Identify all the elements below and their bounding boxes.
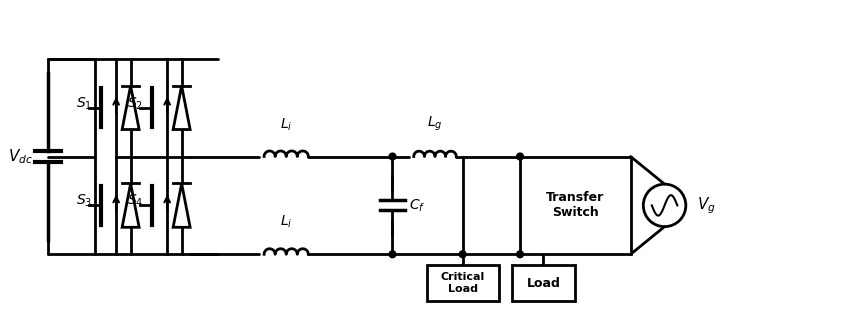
Text: $L_i$: $L_i$ (279, 214, 292, 230)
Circle shape (389, 251, 395, 258)
Circle shape (516, 251, 523, 258)
Text: Transfer
Switch: Transfer Switch (545, 191, 604, 219)
Text: $V_g$: $V_g$ (696, 195, 715, 216)
Bar (426, 265, 498, 301)
Circle shape (516, 153, 523, 160)
Text: $S_3$: $S_3$ (76, 193, 92, 209)
Text: $L_i$: $L_i$ (279, 116, 292, 133)
Text: Critical
Load: Critical Load (440, 272, 484, 294)
Bar (511, 265, 574, 301)
Text: Load: Load (526, 277, 560, 290)
Circle shape (458, 251, 465, 258)
Bar (520, 156, 630, 254)
Text: $V_{dc}$: $V_{dc}$ (9, 147, 33, 166)
Text: $S_4$: $S_4$ (127, 193, 143, 209)
Text: $L_g$: $L_g$ (427, 114, 442, 133)
Text: $S_1$: $S_1$ (76, 95, 92, 111)
Circle shape (389, 153, 395, 160)
Text: $S_2$: $S_2$ (127, 95, 143, 111)
Text: $C_f$: $C_f$ (409, 197, 425, 213)
